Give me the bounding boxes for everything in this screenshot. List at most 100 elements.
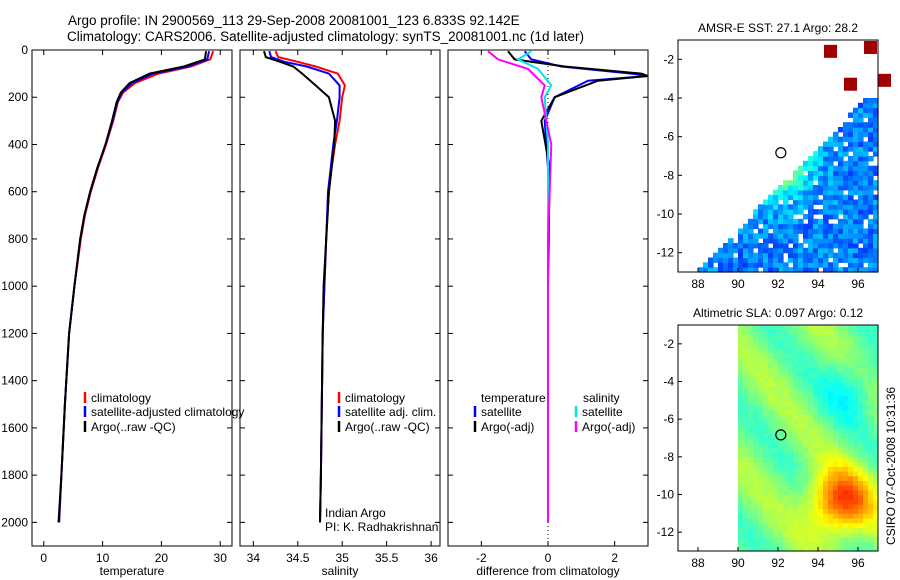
map-cell — [753, 522, 759, 529]
map-cell — [798, 262, 804, 268]
map-cell — [843, 527, 849, 533]
map-cell — [853, 362, 859, 368]
map-cell — [828, 353, 834, 359]
map-cell — [858, 228, 864, 234]
map-cell — [753, 414, 759, 420]
legend-climatology-label: climatology — [91, 391, 151, 405]
map-cell — [873, 485, 879, 491]
map-cell — [828, 471, 834, 477]
map-cell — [748, 257, 754, 263]
map-cell — [793, 381, 799, 387]
map-cell — [823, 405, 829, 411]
y-tick-label: 1800 — [1, 468, 28, 482]
map-cell — [853, 199, 859, 205]
map-cell — [868, 461, 874, 467]
map-cell — [873, 329, 879, 335]
map-cell — [858, 452, 864, 458]
map-cell — [808, 433, 814, 439]
map-cell — [793, 267, 799, 273]
map-cell — [783, 228, 789, 234]
map-cell — [848, 238, 854, 244]
map-cell — [763, 541, 769, 547]
map-cell — [858, 112, 864, 118]
map-cell — [843, 503, 849, 510]
y-tick-label: 400 — [8, 137, 28, 151]
map-cell — [748, 329, 754, 335]
map-y-tick-label: -4 — [663, 91, 674, 105]
map-cell — [768, 214, 774, 220]
map-cell — [768, 452, 774, 458]
map-cell — [858, 209, 864, 215]
map-cell — [833, 381, 839, 387]
legend-sal-satellite-diff-label: satellite — [582, 405, 623, 419]
map-cell — [778, 223, 784, 230]
map-cell — [873, 348, 879, 354]
map-cell — [763, 419, 769, 425]
map-cell — [828, 175, 834, 181]
map-cell — [783, 499, 789, 505]
map-cell — [778, 228, 784, 234]
map-cell — [778, 358, 784, 364]
map-cell — [818, 489, 824, 496]
map-cell — [763, 527, 769, 533]
map-cell — [748, 243, 754, 249]
map-cell — [868, 527, 874, 533]
map-cell — [833, 170, 839, 176]
map-cell — [818, 508, 824, 514]
map-cell — [748, 218, 754, 225]
map-cell — [793, 194, 799, 201]
map-cell — [833, 423, 839, 430]
map-cell — [808, 189, 814, 196]
map-cell — [848, 334, 854, 340]
map-cell — [803, 257, 809, 263]
map-cell — [808, 442, 814, 448]
map-cell — [778, 204, 784, 210]
map-cell — [868, 218, 874, 225]
map-cell — [868, 238, 874, 244]
map-cell — [858, 409, 864, 416]
map-cell — [743, 362, 749, 368]
map-cell — [813, 325, 819, 331]
map-cell — [843, 494, 849, 500]
map-cell — [753, 233, 759, 239]
map-cell — [808, 381, 814, 387]
map-cell — [863, 156, 869, 162]
map-cell — [813, 170, 819, 176]
map-cell — [753, 461, 759, 467]
map-cell — [748, 376, 754, 383]
map-cell — [858, 238, 864, 244]
map-cell — [828, 329, 834, 335]
map-cell — [818, 442, 824, 448]
map-cell — [803, 456, 809, 463]
map-cell — [763, 503, 769, 510]
map-cell — [743, 452, 749, 458]
map-cell — [808, 209, 814, 215]
map-cell — [763, 442, 769, 448]
map-cell — [843, 136, 849, 143]
map-cell — [843, 466, 849, 472]
map-cell — [788, 494, 794, 500]
map-cell — [848, 170, 854, 176]
map-cell — [808, 199, 814, 205]
map-cell — [788, 252, 794, 259]
map-cell — [863, 353, 869, 359]
map-cell — [838, 194, 844, 201]
map-cell — [738, 494, 744, 500]
map-cell — [743, 428, 749, 434]
map-cell — [738, 485, 744, 491]
map-cell — [828, 165, 834, 172]
map-cell — [873, 194, 879, 201]
map-cell — [873, 419, 879, 425]
map-cell — [843, 518, 849, 524]
map-title: Altimetric SLA: 0.097 Argo: 0.12 — [693, 306, 863, 320]
map-cell — [873, 107, 879, 114]
map-cell — [838, 218, 844, 225]
map-cell — [808, 165, 814, 172]
map-cell — [863, 170, 869, 176]
map-cell — [763, 339, 769, 345]
map-cell — [833, 532, 839, 538]
map-cell — [813, 522, 819, 529]
map-cell — [868, 532, 874, 538]
map-cell — [833, 228, 839, 234]
map-cell — [813, 262, 819, 268]
